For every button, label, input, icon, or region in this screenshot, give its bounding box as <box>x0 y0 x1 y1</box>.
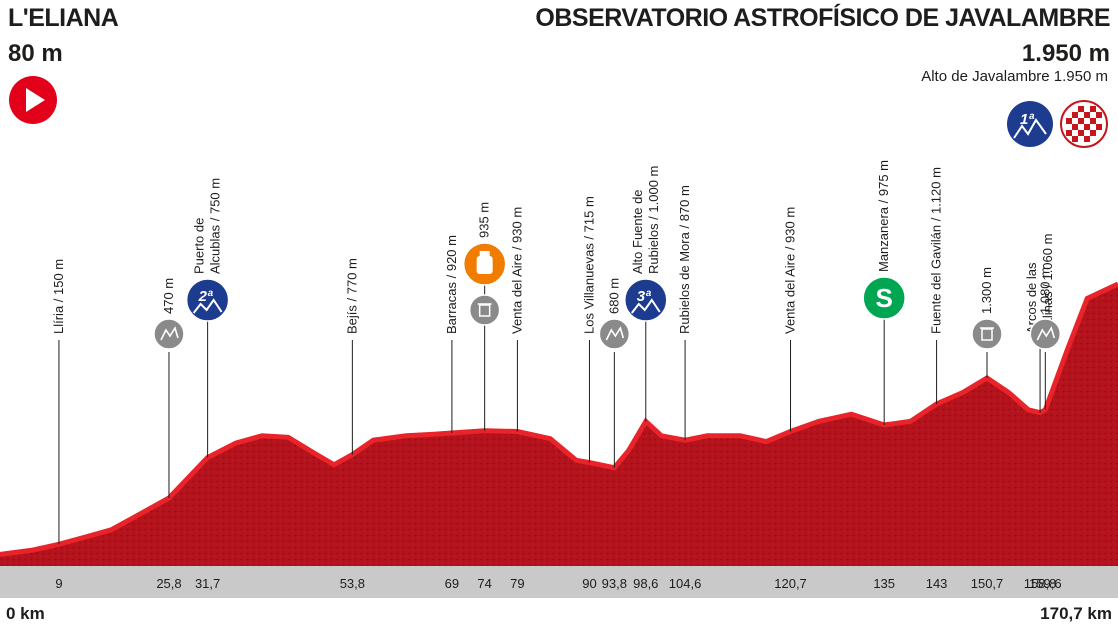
km-tick-label: 135 <box>873 576 895 591</box>
cat2-climb-icon: 2ª <box>185 278 230 322</box>
climb-point-icon <box>598 318 631 350</box>
elevation-profile-line <box>0 281 1118 557</box>
km-tick-label: 159,6 <box>1029 576 1062 591</box>
km-tick-label: 25,8 <box>156 576 181 591</box>
summit-note: Alto de Javalambre 1.950 m <box>921 68 1108 85</box>
cat2-badge-label: 2ª <box>198 288 213 305</box>
waypoint-label: Venta del Aire / 930 m <box>783 207 798 334</box>
finish-altitude: 1.950 m <box>1021 40 1110 67</box>
waypoint-label: Rubielos de Mora / 870 m <box>677 185 692 334</box>
waypoint-label: Manzanera / 975 m <box>876 160 891 272</box>
waypoint-label: Salinas / 1.060 m <box>1040 234 1055 334</box>
km-tick-label: 93,8 <box>602 576 627 591</box>
km-tick-label: 31,7 <box>195 576 220 591</box>
start-town-name: L'ELIANA <box>8 4 119 32</box>
finish-flag-icon <box>1060 100 1108 148</box>
waypoint-label: 1.300 m <box>979 267 994 314</box>
elevation-profile-area <box>0 284 1118 566</box>
waypoint-label: Bejís / 770 m <box>344 258 359 334</box>
waypoint-label: Llíria / 150 m <box>51 259 66 334</box>
km-tick-label: 120,7 <box>774 576 807 591</box>
km-tick-label: 98,6 <box>633 576 658 591</box>
waypoint-label: 470 m <box>161 278 176 314</box>
km-tick-label: 79 <box>510 576 524 591</box>
waypoint-label: 1.080 m <box>1037 267 1052 314</box>
sprint-badge-label: S <box>876 283 893 313</box>
bin-zone-icon <box>468 294 501 326</box>
km-tick-label: 90 <box>582 576 596 591</box>
waypoint-label: Venta del Aire / 930 m <box>509 207 524 334</box>
waypoint-label: Alto Fuente de <box>630 189 645 274</box>
waypoint-label: Fuente del Gavilán / 1.120 m <box>929 167 944 334</box>
distance-end-label: 170,7 km <box>1040 604 1112 623</box>
waypoint-label: Rubielos / 1.000 m <box>646 166 661 274</box>
km-tick-label: 69 <box>445 576 459 591</box>
climb-point-icon <box>153 318 185 350</box>
waypoint-label: Puerto de <box>192 218 207 274</box>
waypoint-label: 935 m <box>477 202 492 238</box>
km-tick-label: 9 <box>55 576 62 591</box>
finish-name: OBSERVATORIO ASTROFÍSICO DE JAVALAMBRE <box>535 4 1110 32</box>
start-altitude: 80 m <box>8 40 63 67</box>
cat1-climb-icon: 1ª <box>1007 101 1053 147</box>
cat3-badge-label: 3ª <box>637 288 651 305</box>
km-tick-label: 158,8 <box>1024 576 1057 591</box>
distance-start-label: 0 km <box>6 604 45 623</box>
km-tick-label: 74 <box>477 576 491 591</box>
feed-zone-icon <box>462 242 507 286</box>
sprint-icon: S <box>862 276 906 320</box>
waypoint-label: Arcos de las <box>1024 262 1039 334</box>
waypoint-label: 680 m <box>606 278 621 314</box>
cat3-climb-icon: 3ª <box>624 278 668 322</box>
km-tick-label: 104,6 <box>669 576 702 591</box>
cat1-badge-label: 1ª <box>1020 111 1034 128</box>
km-tick-label: 150,7 <box>971 576 1004 591</box>
bin-zone-icon <box>971 318 1003 350</box>
km-tick-label: 53,8 <box>340 576 365 591</box>
km-bar <box>0 566 1118 598</box>
km-tick-label: 143 <box>926 576 948 591</box>
waypoint-label: Los Villanuevas / 715 m <box>581 196 596 334</box>
waypoint-label: Alcublas / 750 m <box>208 178 223 274</box>
waypoint-label: Barracas / 920 m <box>444 235 459 334</box>
climb-point-icon <box>1029 318 1062 350</box>
start-marker-icon <box>9 76 57 124</box>
